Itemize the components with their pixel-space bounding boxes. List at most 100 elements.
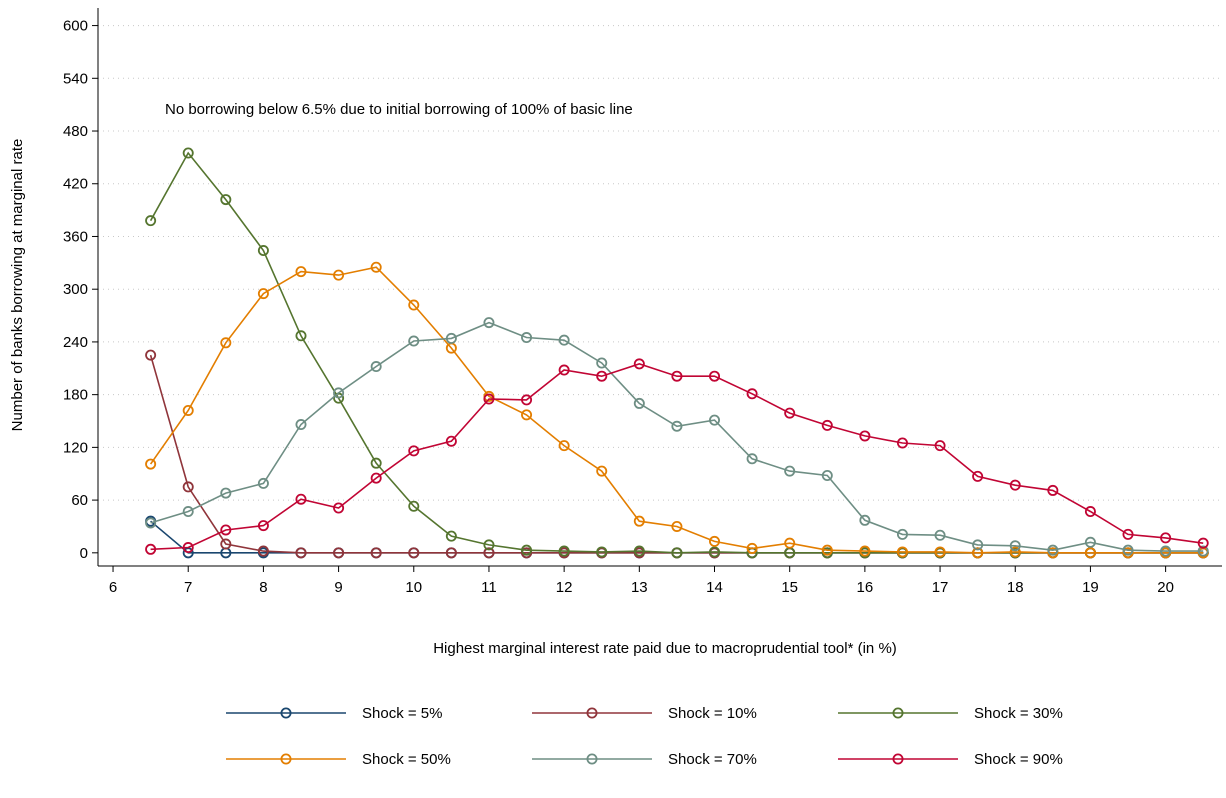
data-point [257,545,269,557]
data-point [784,537,796,549]
data-point [1084,547,1096,559]
legend-marker [892,753,904,765]
data-point [521,409,533,421]
legend: Shock = 5% Shock = 10% Shock = 30% Shock = … [226,705,1063,768]
data-point [859,514,871,526]
legend-item: Shock = 90% [838,751,1063,768]
data-point [709,414,721,426]
data-point [558,334,570,346]
data-point [633,397,645,409]
data-point [1009,479,1021,491]
series-line [149,354,1204,554]
data-point [521,544,533,556]
x-tick-label: 17 [932,579,949,596]
data-point [1009,546,1021,558]
data-point [1084,506,1096,518]
data-point [896,437,908,449]
legend-marker [280,753,292,765]
series-line [149,151,1204,554]
legend-label: Shock = 90% [974,751,1063,768]
x-tick-label: 16 [857,579,874,596]
series-lines [145,147,1209,559]
data-point [257,520,269,532]
data-point [1160,532,1172,544]
legend-marker [586,707,598,719]
gridlines [98,25,1222,501]
data-point [445,332,457,344]
data-point [1009,540,1021,552]
legend-item: Shock = 50% [226,751,451,768]
y-tick-label: 240 [63,334,88,351]
data-point [746,453,758,465]
x-tick-label: 9 [334,579,342,596]
data-point [784,465,796,477]
data-point [182,404,194,416]
data-point [220,337,232,349]
data-point [483,539,495,551]
data-point [821,419,833,431]
legend-marker [586,753,598,765]
data-point [295,266,307,278]
data-point [145,215,157,227]
legend-item: Shock = 70% [532,751,757,768]
data-point [972,470,984,482]
data-point [709,546,721,558]
y-tick-label: 300 [63,281,88,298]
x-tick-label: 15 [781,579,798,596]
data-point [220,538,232,550]
data-point [295,419,307,431]
data-point [633,545,645,557]
data-point [821,544,833,556]
x-tick-label: 10 [405,579,422,596]
y-tick-label: 120 [63,439,88,456]
data-point [220,194,232,206]
data-point [257,245,269,257]
x-axis-label: Highest marginal interest rate paid due … [433,640,897,657]
x-tick-label: 6 [109,579,117,596]
data-point [1197,545,1209,557]
legend-item: Shock = 10% [532,705,757,722]
data-point [257,477,269,489]
series-4 [145,317,1209,557]
data-point [220,524,232,536]
data-point [972,539,984,551]
data-point [521,394,533,406]
data-point [934,529,946,541]
data-point [746,388,758,400]
legend-marker [280,707,292,719]
data-point [1160,545,1172,557]
y-tick-label: 600 [63,18,88,35]
series-line [150,363,1204,551]
y-tick-label: 360 [63,228,88,245]
data-point [896,528,908,540]
data-point [746,542,758,554]
legend-label: Shock = 5% [362,705,442,722]
data-point [295,547,307,559]
data-point [859,545,871,557]
data-point [182,506,194,518]
data-point [558,364,570,376]
data-point [370,457,382,469]
series-line [150,321,1204,552]
x-tick-label: 7 [184,579,192,596]
data-point [295,493,307,505]
data-point [709,370,721,382]
y-tick-label: 480 [63,123,88,140]
data-point [558,440,570,452]
data-point [483,393,495,405]
data-point [1122,528,1134,540]
y-tick-label: 0 [80,545,88,562]
axes: 0 60 120 180 240 300 360 420 480 540 600 6 7 8 9 10 11 12… [63,8,1222,596]
data-point [1047,544,1059,556]
data-point [784,407,796,419]
data-point [596,357,608,369]
legend-label: Shock = 10% [668,705,757,722]
series-3 [145,261,1209,559]
data-point [596,546,608,558]
data-point [972,547,984,559]
data-point [370,361,382,373]
data-point [1047,484,1059,496]
data-point [370,547,382,559]
data-point [709,535,721,547]
x-tick-label: 20 [1157,579,1174,596]
